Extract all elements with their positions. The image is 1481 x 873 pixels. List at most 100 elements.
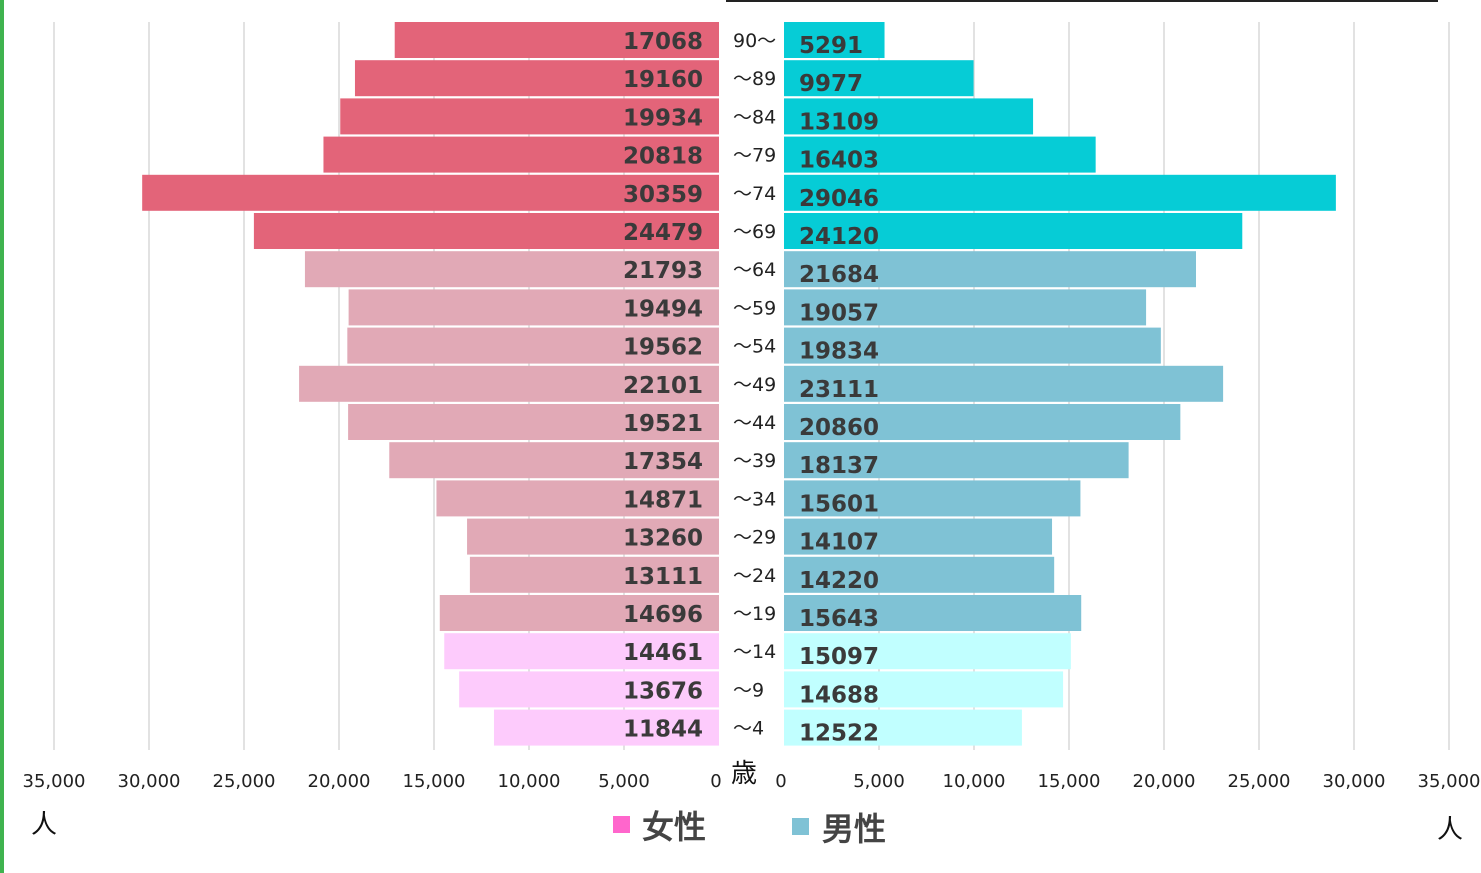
x-tick-right-15000: 15,000 (1038, 771, 1101, 792)
value-label-male-0: 5291 (799, 33, 863, 59)
bar-male-16 (784, 633, 1071, 670)
value-label-female-18: 11844 (623, 717, 703, 743)
bar-male-18 (784, 709, 1022, 746)
bar-male-4 (784, 174, 1336, 211)
value-label-male-3: 16403 (799, 148, 879, 174)
value-label-female-5: 24479 (623, 220, 703, 246)
x-tick-right-0: 0 (775, 771, 786, 792)
bar-female-9 (299, 365, 719, 402)
bar-female-5 (253, 213, 720, 249)
legend-label-male: 男性 (822, 810, 886, 848)
bar-male-15 (784, 595, 1082, 631)
bar-male-12 (784, 480, 1081, 517)
bar-female-7 (348, 289, 719, 326)
x-tick-right-25000: 25,000 (1228, 771, 1291, 792)
x-tick-left-20000: 20,000 (308, 771, 371, 792)
value-label-male-15: 15643 (799, 606, 879, 632)
legend-label-female: 女性 (642, 808, 706, 846)
bar-female-13 (467, 518, 719, 555)
value-label-male-13: 14107 (799, 530, 879, 556)
age-unit-label: 歳 (731, 759, 757, 789)
legend-swatch-male (792, 818, 809, 835)
value-label-male-6: 21684 (799, 262, 879, 288)
value-label-male-14: 14220 (799, 568, 879, 594)
age-label-8: 〜54 (733, 336, 776, 358)
bar-female-16 (444, 633, 719, 670)
bar-male-14 (784, 556, 1055, 593)
x-tick-left-30000: 30,000 (118, 771, 181, 792)
value-label-male-17: 14688 (799, 682, 879, 708)
bar-male-3 (784, 136, 1096, 173)
age-label-15: 〜19 (733, 603, 776, 625)
value-label-male-4: 29046 (799, 186, 879, 212)
bar-female-10 (348, 404, 719, 440)
bar-female-14 (469, 556, 719, 593)
value-label-female-13: 13260 (623, 526, 703, 552)
left-frame-border (0, 0, 4, 873)
value-label-male-2: 13109 (799, 109, 879, 135)
age-label-4: 〜74 (733, 183, 776, 205)
bar-male-2 (784, 98, 1034, 135)
value-label-male-12: 15601 (799, 491, 879, 517)
bar-female-6 (304, 251, 719, 288)
bar-female-1 (354, 60, 719, 97)
x-tick-left-5000: 5,000 (598, 771, 650, 792)
age-label-3: 〜79 (733, 145, 776, 167)
bar-value-labels: 17068 5291 19160 9977 19934 13109 20818 16403 30… (623, 29, 879, 747)
value-label-male-10: 20860 (799, 415, 879, 441)
value-label-female-1: 19160 (623, 67, 703, 93)
x-tick-right-5000: 5,000 (853, 771, 905, 792)
age-label-9: 〜49 (733, 374, 776, 396)
age-label-5: 〜69 (733, 221, 776, 243)
value-label-female-16: 14461 (623, 640, 703, 666)
value-label-female-17: 13676 (623, 678, 703, 704)
value-label-male-7: 19057 (799, 300, 879, 326)
bar-female-4 (142, 174, 719, 211)
value-label-female-12: 14871 (623, 487, 703, 513)
x-tick-left-25000: 25,000 (213, 771, 276, 792)
value-label-male-5: 24120 (799, 224, 879, 250)
value-label-female-15: 14696 (623, 602, 703, 628)
bar-female-18 (493, 709, 719, 746)
bar-male-1 (784, 60, 974, 97)
bar-female-17 (459, 671, 719, 708)
value-label-female-9: 22101 (623, 373, 703, 399)
value-label-female-4: 30359 (623, 182, 703, 208)
x-tick-left-15000: 15,000 (403, 771, 466, 792)
bars (142, 22, 1336, 746)
value-label-female-2: 19934 (623, 105, 703, 131)
bar-male-17 (784, 671, 1064, 708)
age-label-13: 〜29 (733, 527, 776, 549)
bar-male-10 (784, 404, 1181, 440)
x-tick-left-35000: 35,000 (23, 771, 86, 792)
legend-swatch-female (613, 816, 630, 833)
bar-female-11 (389, 442, 719, 479)
value-label-female-3: 20818 (623, 144, 703, 170)
x-tick-right-20000: 20,000 (1133, 771, 1196, 792)
bar-female-0 (394, 22, 719, 58)
value-label-female-11: 17354 (623, 449, 703, 475)
bar-male-11 (784, 442, 1129, 479)
age-label-16: 〜14 (733, 641, 776, 663)
age-label-6: 〜64 (733, 259, 776, 281)
bar-male-6 (784, 251, 1196, 288)
value-label-male-18: 12522 (799, 721, 879, 747)
age-label-1: 〜89 (733, 68, 776, 90)
age-label-2: 〜84 (733, 106, 776, 128)
top-rule (726, 0, 1438, 2)
value-label-male-16: 15097 (799, 644, 879, 670)
bar-male-5 (784, 213, 1243, 249)
value-label-male-11: 18137 (799, 453, 879, 479)
value-label-male-1: 9977 (799, 71, 863, 97)
age-label-18: 〜4 (733, 718, 764, 740)
bar-female-15 (439, 595, 719, 631)
bar-female-12 (436, 480, 719, 517)
age-label-10: 〜44 (733, 412, 776, 434)
value-label-female-8: 19562 (623, 335, 703, 361)
x-tick-right-10000: 10,000 (943, 771, 1006, 792)
value-label-female-0: 17068 (623, 29, 703, 55)
left-value-unit-label: 人 (31, 810, 57, 840)
x-tick-left-0: 0 (710, 771, 721, 792)
value-label-male-9: 23111 (799, 377, 879, 403)
